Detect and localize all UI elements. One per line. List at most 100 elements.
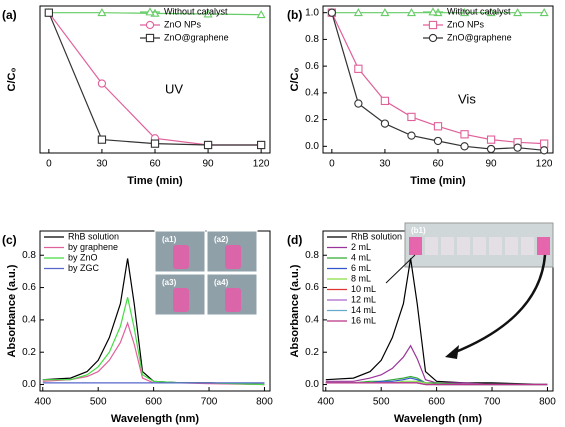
x-axis-label: Wavelength (nm): [111, 413, 200, 425]
marker: [97, 79, 107, 88]
marker: [257, 140, 266, 150]
marker: [460, 7, 470, 17]
series-line: [48, 12, 262, 146]
x-tick-label: 120: [536, 159, 553, 170]
marker: [513, 7, 523, 17]
x-tick-label: 400: [317, 397, 334, 408]
x-tick-label: 700: [201, 397, 218, 408]
legend-label: ZnO@graphene: [164, 32, 229, 42]
annotation: Vis: [458, 91, 476, 106]
legend-label: RhB solution: [68, 231, 119, 241]
legend-label: 10 mL: [351, 284, 376, 294]
marker: [327, 8, 336, 17]
marker: [380, 7, 390, 17]
marker: [486, 135, 496, 144]
y-axis-label: C/C₀: [6, 68, 18, 92]
y-tick-label: 0.8: [22, 250, 36, 261]
x-axis-label: Wavelength (nm): [394, 413, 483, 425]
x-tick-label: 600: [145, 397, 162, 408]
marker: [486, 144, 496, 154]
x-tick-label: 60: [149, 159, 161, 170]
y-tick-label: 0.2: [22, 347, 36, 358]
y-axis-label: Absorbance (a.u.): [289, 264, 301, 357]
marker: [407, 112, 416, 122]
vial: [441, 237, 454, 255]
y-tick-label: 0.4: [305, 88, 319, 99]
annotation: (a4): [214, 278, 229, 287]
marker: [428, 7, 438, 16]
legend-label: 12 mL: [351, 294, 376, 304]
arrow: [452, 254, 547, 355]
y-tick-label: 1.0: [305, 7, 319, 18]
marker: [433, 136, 443, 146]
vial: [173, 288, 189, 312]
marker: [539, 7, 549, 17]
panel-label: (a): [2, 8, 17, 22]
x-tick-label: 400: [34, 397, 51, 408]
legend-label: 4 mL: [351, 252, 371, 262]
vial: [473, 237, 486, 255]
panel-label: (b): [287, 8, 302, 22]
y-tick-label: 0.8: [305, 34, 319, 45]
marker: [407, 131, 416, 140]
y-tick-label: 0.0: [305, 141, 319, 152]
vial: [409, 237, 422, 255]
marker: [150, 139, 160, 148]
marker: [380, 96, 390, 106]
x-tick-label: 600: [428, 397, 445, 408]
legend-label: ZnO NPs: [164, 19, 202, 29]
panel: (d) Wavelength (nm) Absorbance (a.u.) 400 50…: [287, 222, 556, 425]
vial: [489, 237, 502, 255]
y-tick-label: 0.8: [305, 250, 319, 261]
annotation: (b1): [411, 226, 426, 235]
marker: [540, 139, 549, 148]
marker: [44, 8, 53, 17]
legend-label: by ZnO: [68, 252, 98, 262]
marker: [354, 99, 363, 108]
marker: [406, 7, 416, 17]
x-tick-label: 500: [373, 397, 390, 408]
marker: [145, 20, 155, 30]
marker: [428, 33, 438, 43]
vial: [225, 245, 241, 269]
y-tick-label: 0.6: [305, 61, 319, 72]
marker: [97, 7, 107, 17]
series-line: [48, 12, 262, 146]
x-axis-label: Time (min): [127, 175, 183, 187]
annotation: (a1): [162, 235, 177, 244]
legend-label: ZnO NPs: [447, 19, 485, 29]
legend-label: Without catalyst: [164, 6, 228, 16]
x-tick-label: 30: [379, 159, 391, 170]
vial: [173, 245, 189, 269]
legend-label: 6 mL: [351, 263, 371, 273]
y-tick-label: 0.6: [22, 282, 36, 293]
series-line: [325, 344, 548, 386]
marker: [256, 9, 266, 19]
marker: [203, 9, 213, 18]
vial: [537, 237, 550, 255]
x-tick-label: 700: [484, 397, 501, 408]
marker: [513, 143, 522, 152]
marker: [354, 64, 363, 73]
vial: [225, 288, 241, 312]
panel-label: (c): [2, 233, 17, 247]
x-tick-label: 90: [203, 159, 215, 170]
y-axis-label: C/C₀: [289, 68, 301, 92]
marker: [145, 7, 155, 16]
panel: (b) Time (min) C/C₀ 0 30 60 90 120 0.0 0.2 0.4 0.6 0…: [287, 5, 554, 187]
legend-label: by graphene: [68, 242, 118, 252]
x-tick-label: 120: [253, 159, 270, 170]
marker: [433, 122, 443, 131]
vial: [521, 237, 534, 255]
vial: [505, 237, 518, 255]
panel: (a) Time (min) C/C₀ 0 30 60 90 120 Without catal…: [2, 5, 271, 187]
panel: (c) Wavelength (nm) Absorbance (a.u.) 400 50…: [2, 230, 273, 425]
marker: [428, 20, 438, 30]
x-tick-label: 800: [256, 397, 273, 408]
marker: [353, 7, 363, 17]
annotation: UV: [165, 81, 183, 96]
x-tick-label: 60: [432, 159, 444, 170]
y-tick-label: 0.0: [305, 379, 319, 390]
y-tick-label: 0.2: [305, 114, 319, 125]
